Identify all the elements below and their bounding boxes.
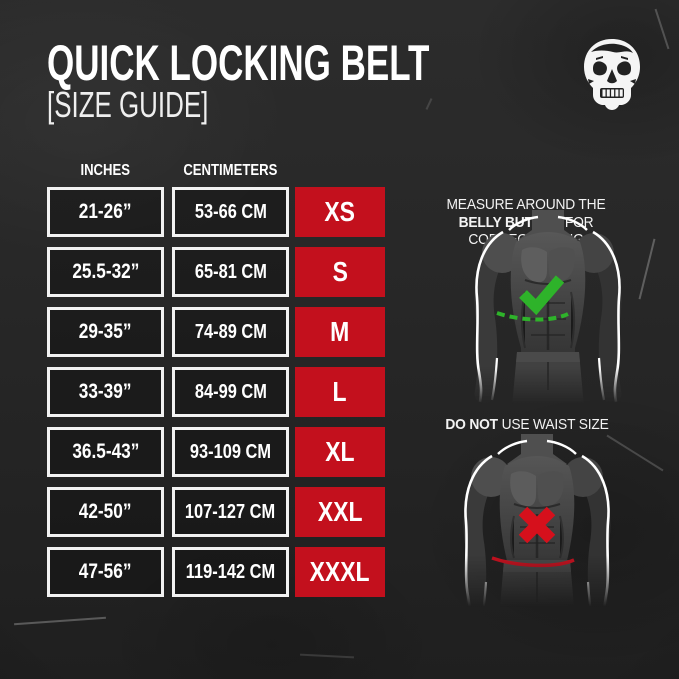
table-row: 29-35” 74-89 CM M xyxy=(47,307,385,357)
size-badge: XS xyxy=(295,187,385,237)
donot-instruction: DO NOT USE WAIST SIZE xyxy=(445,416,609,433)
size-badge: XL xyxy=(295,427,385,477)
inches-cell: 36.5-43” xyxy=(47,427,164,477)
size-badge: XXXL xyxy=(295,547,385,597)
column-header-inches: INCHES xyxy=(80,162,131,179)
inches-cell: 25.5-32” xyxy=(47,247,164,297)
centimeters-cell: 107-127 CM xyxy=(172,487,289,537)
table-row: 47-56” 119-142 CM XXXL xyxy=(47,547,385,597)
correct-torso-graphic xyxy=(474,210,622,406)
page-subtitle: [SIZE GUIDE] xyxy=(47,84,209,125)
table-row: 36.5-43” 93-109 CM XL xyxy=(47,427,385,477)
centimeters-cell: 93-109 CM xyxy=(172,427,289,477)
scratch-mark xyxy=(299,653,355,659)
size-table: 21-26” 53-66 CM XS 25.5-32” 65-81 CM S 2… xyxy=(47,187,385,597)
size-badge: M xyxy=(295,307,385,357)
size-badge: L xyxy=(295,367,385,417)
centimeters-cell: 84-99 CM xyxy=(172,367,289,417)
inches-cell: 42-50” xyxy=(47,487,164,537)
centimeters-cell: 53-66 CM xyxy=(172,187,289,237)
scratch-mark xyxy=(14,616,106,626)
scratch-mark xyxy=(654,8,670,50)
table-row: 25.5-32” 65-81 CM S xyxy=(47,247,385,297)
skull-icon xyxy=(584,39,640,110)
incorrect-torso-graphic xyxy=(463,434,611,630)
centimeters-cell: 74-89 CM xyxy=(172,307,289,357)
table-row: 21-26” 53-66 CM XS xyxy=(47,187,385,237)
inches-cell: 47-56” xyxy=(47,547,164,597)
inches-cell: 33-39” xyxy=(47,367,164,417)
table-row: 42-50” 107-127 CM XXL xyxy=(47,487,385,537)
column-header-centimeters: CENTIMETERS xyxy=(183,162,278,179)
centimeters-cell: 65-81 CM xyxy=(172,247,289,297)
size-badge: S xyxy=(295,247,385,297)
centimeters-cell: 119-142 CM xyxy=(172,547,289,597)
scratch-mark xyxy=(425,98,433,110)
inches-cell: 29-35” xyxy=(47,307,164,357)
inches-cell: 21-26” xyxy=(47,187,164,237)
table-row: 33-39” 84-99 CM L xyxy=(47,367,385,417)
size-badge: XXL xyxy=(295,487,385,537)
